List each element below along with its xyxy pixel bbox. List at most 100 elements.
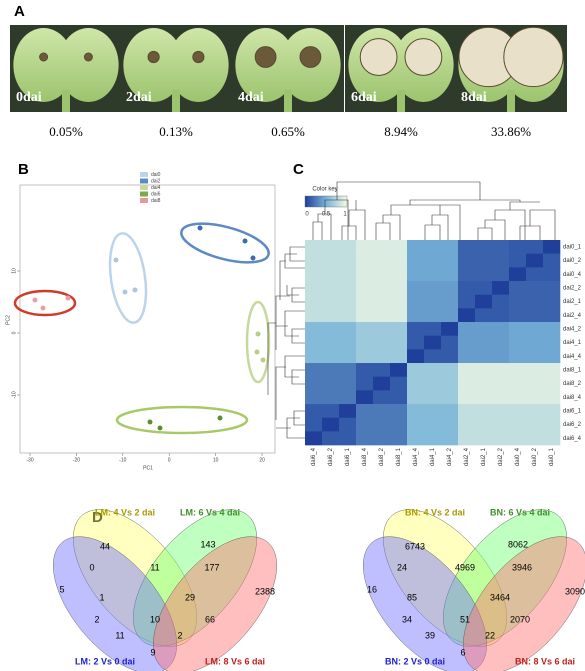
heat-cell — [458, 404, 476, 419]
row-label: dai8_1 — [563, 367, 582, 373]
venn-count: 1 — [99, 592, 104, 602]
heat-cell — [475, 431, 493, 446]
heat-cell — [407, 417, 425, 432]
venn-count: 11 — [150, 562, 159, 572]
heat-cell — [441, 294, 459, 309]
heat-cell — [509, 431, 527, 446]
heat-cell — [339, 308, 357, 323]
heat-cell — [543, 281, 561, 295]
y-tick-label: -10 — [11, 391, 17, 398]
heat-cell — [373, 417, 391, 432]
row-label: dai4_2 — [563, 326, 582, 332]
heat-cell — [509, 294, 527, 309]
legend-swatch — [140, 172, 148, 177]
legend-label: dai2 — [151, 178, 161, 184]
heat-cell — [373, 335, 391, 350]
venn-count: 39 — [425, 630, 435, 640]
heat-cell — [390, 431, 408, 446]
heat-cell — [305, 308, 323, 323]
legend-label: dai8 — [151, 198, 161, 204]
heat-cell — [492, 417, 510, 432]
heat-cell — [339, 390, 357, 405]
venn-count: 0 — [89, 562, 94, 572]
heat-cell — [441, 376, 459, 391]
heat-cell — [356, 363, 374, 377]
row-label: dai0_2 — [563, 258, 582, 264]
heat-cell — [441, 253, 459, 268]
row-label: dai8_2 — [563, 381, 582, 387]
legend-label: dai4 — [151, 185, 161, 191]
heat-cell — [322, 390, 340, 405]
venn-set — [153, 536, 277, 671]
heat-cell — [526, 390, 544, 405]
heat-cell — [322, 376, 340, 391]
heat-cell — [407, 363, 425, 377]
venn-count: 8062 — [508, 539, 528, 549]
heat-cell — [356, 431, 374, 446]
venn-set-label: BN: 6 Vs 4 dai — [490, 507, 550, 517]
heat-cell — [509, 417, 527, 432]
heat-cell — [356, 322, 374, 336]
lesion — [503, 26, 564, 88]
venn-set — [133, 509, 257, 647]
heat-cell — [305, 349, 323, 364]
heat-cell — [356, 267, 374, 282]
heat-cell — [441, 240, 459, 254]
heat-cell — [543, 376, 561, 391]
stem — [397, 90, 405, 112]
heat-cell — [492, 267, 510, 282]
column-label: dai8_2 — [379, 447, 385, 466]
heat-cell — [441, 335, 459, 350]
heat-cell — [373, 267, 391, 282]
venn-count: 2 — [94, 614, 99, 624]
row-label: dai0_1 — [563, 244, 582, 250]
venn-count: 16 — [367, 584, 377, 594]
venn-set — [383, 509, 507, 647]
heat-cell — [322, 240, 340, 254]
heat-cell — [373, 404, 391, 419]
venn-set — [443, 509, 567, 647]
heat-cell — [441, 308, 459, 323]
lesion — [359, 38, 398, 76]
venn-set-label: BN: 2 Vs 0 dai — [385, 656, 445, 666]
heat-cell — [526, 240, 544, 254]
heat-cell — [305, 404, 323, 419]
x-axis-title: PC1 — [143, 465, 153, 471]
heat-cell — [339, 281, 357, 295]
heat-cell — [339, 431, 357, 446]
heat-cell — [305, 376, 323, 391]
venn-count: 2 — [177, 630, 182, 640]
heat-cell — [475, 267, 493, 282]
heat-cell — [458, 253, 476, 268]
heat-cell — [322, 267, 340, 282]
heat-cell — [441, 281, 459, 295]
heat-cell — [475, 349, 493, 364]
row-label: dai6_2 — [563, 422, 582, 428]
heat-cell — [390, 349, 408, 364]
lesion — [39, 52, 49, 62]
heat-cell — [475, 417, 493, 432]
heat-cell — [526, 376, 544, 391]
column-label: dai4_4 — [413, 447, 419, 466]
heat-cell — [339, 267, 357, 282]
heat-cell — [407, 335, 425, 350]
heat-cell — [543, 267, 561, 282]
heat-cell — [475, 390, 493, 405]
row-label: dai6_4 — [563, 436, 582, 442]
column-label: dai2_2 — [498, 447, 504, 466]
leaf — [168, 28, 229, 102]
heat-cell — [373, 322, 391, 336]
heat-cell — [509, 404, 527, 419]
heat-cell — [390, 308, 408, 323]
heat-cell — [373, 308, 391, 323]
heat-cell — [492, 322, 510, 336]
venn-count: 2388 — [255, 586, 275, 596]
heat-cell — [475, 294, 493, 309]
panel-label: A — [14, 3, 25, 20]
heat-cell — [390, 322, 408, 336]
lesion-percent: 0.13% — [159, 124, 193, 139]
heat-cell — [475, 335, 493, 350]
heat-cell — [356, 390, 374, 405]
venn-count: 29 — [185, 592, 195, 602]
heat-cell — [509, 308, 527, 323]
